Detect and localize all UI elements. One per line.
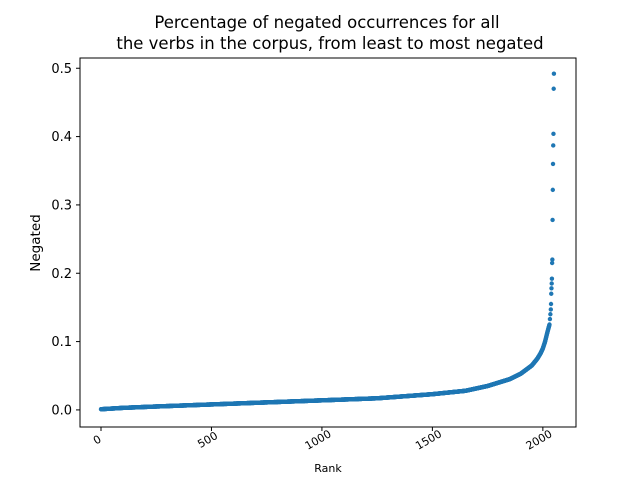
y-tick-label: 0.1: [51, 335, 72, 350]
x-axis-label: Rank: [314, 462, 342, 475]
data-point: [548, 312, 553, 317]
data-point: [547, 322, 552, 327]
y-tick-label: 0.3: [51, 198, 72, 213]
data-point: [549, 286, 554, 291]
chart-title-line-1: Percentage of negated occurrences for al…: [154, 13, 499, 32]
data-point: [549, 291, 554, 296]
data-point: [550, 257, 555, 262]
data-point: [549, 281, 554, 286]
data-point: [548, 301, 554, 307]
data-point: [549, 260, 555, 266]
data-point: [549, 276, 555, 281]
y-tick-label: 0.5: [51, 62, 72, 77]
data-point: [551, 86, 556, 91]
data-point: [550, 187, 555, 193]
data-point-max: [551, 71, 557, 76]
data-point: [550, 217, 555, 223]
scatter-points: [98, 71, 557, 412]
data-point: [550, 161, 556, 167]
data-point: [551, 131, 556, 137]
data-point: [548, 307, 554, 312]
y-tick-label: 0.4: [51, 130, 72, 145]
data-point: [551, 143, 556, 148]
plot-area-frame: [79, 57, 577, 428]
chart-title-line-2: the verbs in the corpus, from least to m…: [116, 34, 543, 53]
data-point: [547, 316, 553, 322]
y-tick-label: 0.2: [51, 267, 72, 282]
y-axis-label: Negated: [28, 214, 44, 271]
y-tick-label: 0.0: [51, 403, 72, 418]
